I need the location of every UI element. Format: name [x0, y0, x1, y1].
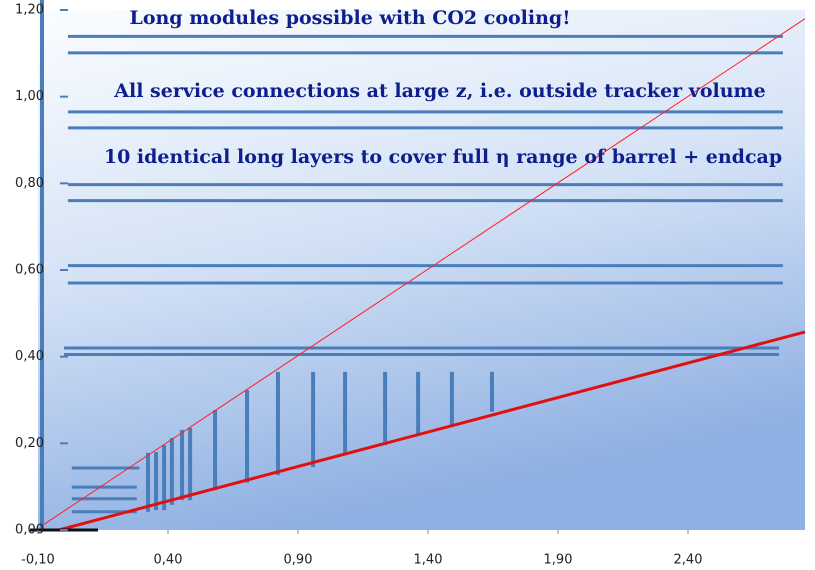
annotation: All service connections at large z, i.e.… [113, 80, 765, 102]
x-tick-label: 2,40 [674, 553, 703, 568]
y-tick-label: 0,40 [15, 349, 44, 364]
y-tick-label: 0,60 [15, 263, 44, 278]
x-tick-label: 0,90 [284, 553, 313, 568]
x-tick-label: 1,90 [544, 553, 573, 568]
y-tick-label: 0,00 [15, 523, 44, 538]
y-tick-label: 0,80 [15, 176, 44, 191]
eta-line [58, 330, 806, 532]
y-tick-label: 1,00 [15, 89, 44, 104]
y-tick-label: 1,20 [15, 3, 44, 18]
x-tick-label: 0,40 [154, 553, 183, 568]
annotation: 10 identical long layers to cover full η… [104, 146, 782, 168]
eta-line [39, 18, 806, 528]
x-tick-label: 1,40 [414, 553, 443, 568]
annotation: Long modules possible with CO2 cooling! [129, 7, 570, 29]
y-tick-label: 0,20 [15, 436, 44, 451]
x-tick-label: -0,10 [21, 553, 55, 568]
